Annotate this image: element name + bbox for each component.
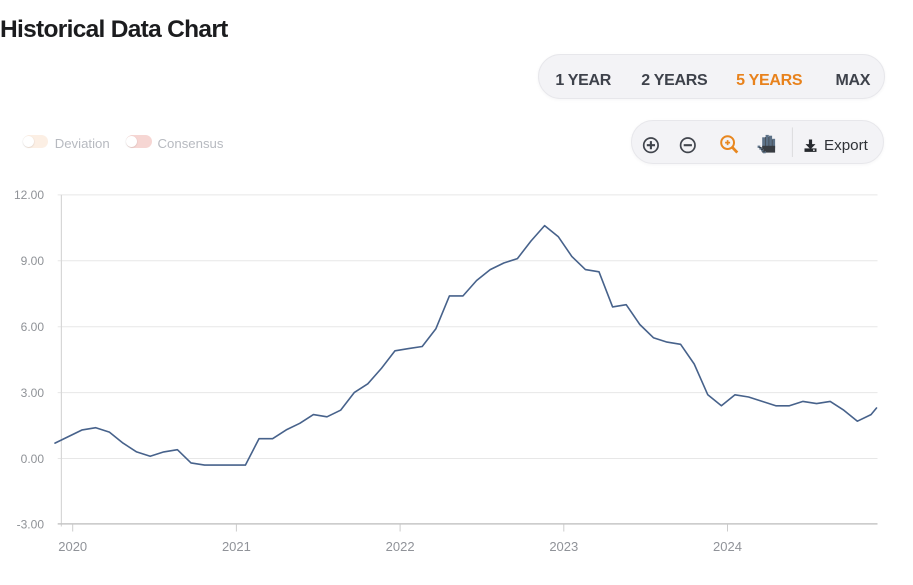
svg-text:0.00: 0.00 xyxy=(21,452,45,466)
svg-text:9.00: 9.00 xyxy=(21,254,45,268)
svg-text:6.00: 6.00 xyxy=(21,320,45,334)
svg-text:2024: 2024 xyxy=(713,539,742,554)
svg-text:2023: 2023 xyxy=(549,539,578,554)
svg-text:2021: 2021 xyxy=(222,539,251,554)
svg-text:2022: 2022 xyxy=(386,539,415,554)
svg-text:2020: 2020 xyxy=(58,539,87,554)
svg-text:12.00: 12.00 xyxy=(14,188,44,202)
svg-text:3.00: 3.00 xyxy=(21,386,45,400)
svg-text:-3.00: -3.00 xyxy=(17,518,45,532)
